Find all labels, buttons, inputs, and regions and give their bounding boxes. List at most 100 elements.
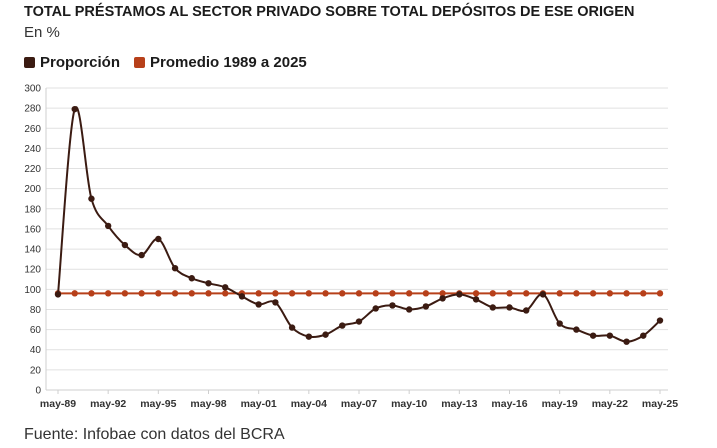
data-point-proporcion [623,338,630,345]
data-point-proporcion [121,241,129,249]
data-point-proporcion [205,280,212,287]
y-tick-label: 0 [35,386,41,397]
data-point-proporcion [88,195,95,202]
data-point-promedio [405,290,413,297]
data-point-promedio [573,290,580,297]
data-point-proporcion [104,222,112,230]
legend-swatch-promedio [134,57,146,68]
data-point-proporcion [305,333,313,340]
x-tick-label: may-25 [642,398,678,410]
x-tick-label: may-22 [592,398,628,410]
y-tick-label: 100 [24,285,41,296]
data-point-proporcion [238,293,246,300]
data-point-promedio [656,290,664,297]
data-point-promedio [523,290,530,297]
data-point-proporcion [606,332,614,339]
data-point-promedio [272,290,279,297]
x-tick-label: may-89 [40,398,76,410]
legend-label-promedio: Promedio 1989 a 2025 [150,54,307,71]
data-point-promedio [355,290,363,297]
data-point-proporcion [405,306,413,313]
data-point-proporcion [272,299,279,306]
source-note: Fuente: Infobae con datos del BCRA [24,426,285,443]
data-point-proporcion [171,264,179,272]
y-tick-label: 220 [24,164,41,175]
data-point-promedio [155,290,162,297]
data-point-proporcion [472,296,480,303]
chart-title: TOTAL PRÉSTAMOS AL SECTOR PRIVADO SOBRE … [24,4,635,20]
data-point-proporcion [523,307,530,314]
data-point-proporcion [489,304,496,311]
x-tick-label: may-92 [90,398,126,410]
y-tick-label: 140 [24,245,41,256]
y-tick-label: 60 [30,325,42,336]
data-point-proporcion [656,317,664,324]
data-point-promedio [222,290,229,297]
y-tick-label: 240 [24,144,41,155]
x-tick-label: may-04 [291,398,327,410]
data-point-proporcion [188,275,195,282]
y-tick-label: 300 [24,84,41,95]
data-point-proporcion [389,302,396,309]
data-point-proporcion [439,295,446,302]
data-point-proporcion [589,332,597,339]
data-point-promedio [640,290,647,297]
data-point-proporcion [456,291,463,298]
legend-swatch-proporcion [24,57,35,68]
y-tick-label: 180 [24,204,41,215]
y-tick-label: 80 [30,305,42,316]
data-point-proporcion [155,235,162,243]
series-line-proporcion [57,106,661,343]
data-point-proporcion [422,303,430,310]
x-tick-label: may-13 [441,398,477,410]
y-tick-label: 280 [24,104,41,115]
y-tick-label: 20 [30,365,42,376]
data-point-proporcion [288,324,296,331]
legend: Proporción Promedio 1989 a 2025 [24,54,321,71]
data-point-proporcion [556,320,563,327]
data-point-promedio [472,290,480,297]
data-point-promedio [339,290,346,297]
data-point-proporcion [138,251,145,259]
data-point-proporcion [54,291,62,298]
data-point-proporcion [506,304,513,311]
data-point-promedio [623,290,630,297]
data-point-promedio [439,290,446,297]
data-point-promedio [589,290,597,297]
data-point-proporcion [372,305,379,312]
data-point-proporcion [322,331,329,338]
x-tick-label: may-16 [491,398,527,410]
data-point-promedio [422,290,430,297]
data-point-promedio [188,290,195,297]
y-tick-label: 260 [24,124,41,135]
data-point-promedio [255,290,262,297]
data-point-promedio [71,290,78,297]
data-point-promedio [322,290,329,297]
data-point-promedio [606,290,614,297]
data-point-promedio [288,290,296,297]
data-point-proporcion [573,326,580,333]
line-chart: 0 20 40 60 80 100 120 140 160 180 200 220 240 260 280 3… [24,84,678,411]
data-point-promedio [88,290,95,297]
data-point-promedio [372,290,379,297]
x-tick-label: may-98 [190,398,226,410]
data-point-proporcion [339,322,346,329]
data-point-promedio [389,290,396,297]
legend-item-promedio: Promedio 1989 a 2025 [134,54,307,71]
data-point-promedio [121,290,129,297]
data-point-promedio [138,290,145,297]
data-point-proporcion [255,301,262,308]
y-tick-label: 160 [24,224,41,235]
x-tick-label: may-01 [241,398,277,410]
y-tick-label: 120 [24,265,41,276]
chart-subtitle: En % [24,24,60,41]
x-tick-label: may-95 [140,398,176,410]
data-point-promedio [171,290,179,297]
y-tick-label: 200 [24,184,41,195]
data-point-promedio [506,290,513,297]
data-point-proporcion [71,105,78,113]
data-point-proporcion [222,284,229,291]
data-point-promedio [104,290,112,297]
data-point-promedio [205,290,212,297]
data-point-promedio [305,290,313,297]
